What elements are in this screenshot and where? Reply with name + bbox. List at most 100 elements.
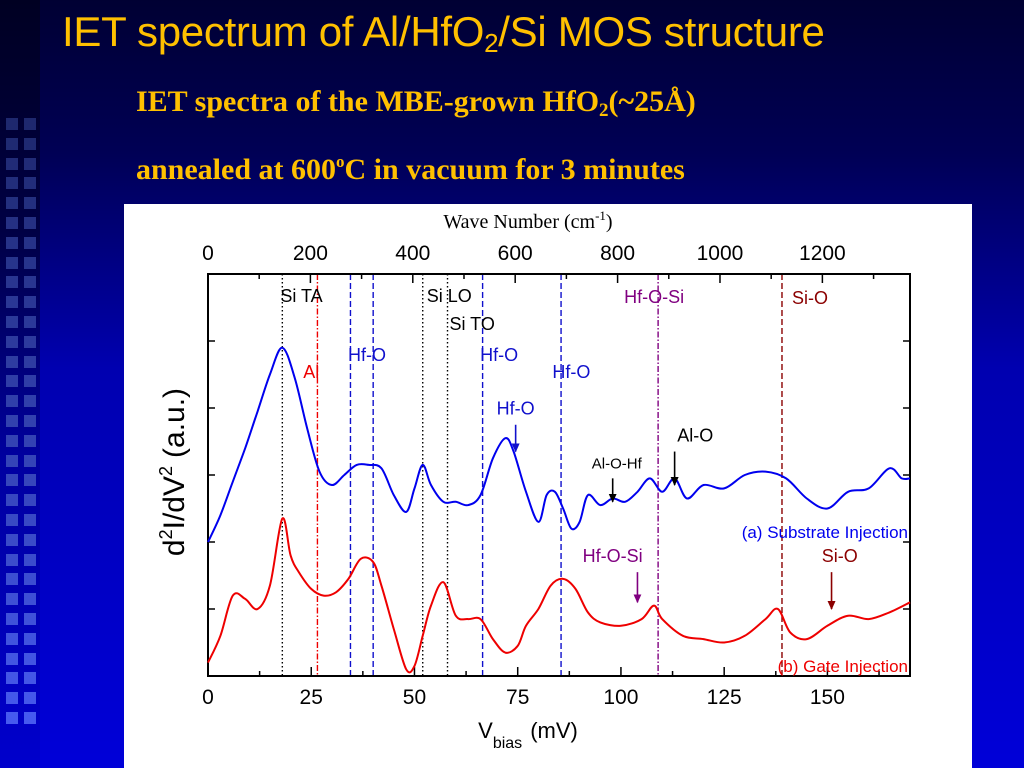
decorative-square bbox=[6, 316, 18, 328]
decorative-square bbox=[24, 256, 36, 269]
x-axis-title-text: V bbox=[478, 718, 493, 743]
decorative-square bbox=[6, 276, 18, 289]
decorative-square bbox=[24, 454, 36, 467]
decorative-square bbox=[24, 672, 36, 685]
decorative-square bbox=[6, 434, 18, 447]
decorative-square bbox=[24, 137, 36, 150]
decorative-square bbox=[24, 514, 36, 526]
decorative-square bbox=[6, 613, 18, 625]
decorative-square bbox=[24, 712, 36, 724]
title-text: IET spectrum of Al/HfO bbox=[62, 8, 485, 55]
reference-line-label: Si TA bbox=[280, 286, 322, 306]
reference-line-label: Si LO bbox=[427, 286, 472, 306]
title-subscript: 2 bbox=[484, 28, 499, 58]
decorative-square bbox=[24, 335, 36, 348]
peak-annotation-label: Al bbox=[303, 362, 319, 382]
reference-line-label: Si TO bbox=[450, 314, 495, 334]
subtitle-line-1-end: (~25Å) bbox=[608, 85, 696, 118]
peak-annotation-label: Hf-O-Si bbox=[583, 546, 643, 566]
y-axis-title-sup: 2 bbox=[156, 466, 176, 476]
peak-annotation-label: Hf-O bbox=[348, 345, 386, 365]
decorative-square bbox=[6, 712, 18, 724]
top-axis-title: Wave Number (cm-1) bbox=[443, 208, 612, 233]
decorative-square bbox=[6, 236, 18, 249]
decorative-square bbox=[6, 692, 18, 705]
subtitle-line-2-text: annealed at 600 bbox=[136, 153, 337, 186]
decorative-square bbox=[24, 276, 36, 289]
decorative-square bbox=[6, 593, 18, 606]
peak-annotation-label: Si-O bbox=[822, 546, 858, 566]
decorative-square bbox=[24, 593, 36, 606]
decorative-square bbox=[24, 316, 36, 328]
x-tick-label: 25 bbox=[300, 686, 323, 709]
y-axis-title-text: d bbox=[158, 539, 191, 556]
decorative-square bbox=[6, 256, 18, 269]
top-axis-title-sup: -1 bbox=[595, 208, 606, 223]
reference-line-label: Si-O bbox=[792, 288, 828, 308]
decorative-square bbox=[24, 118, 36, 130]
x-tick-label: 50 bbox=[403, 686, 426, 709]
slide-title: IET spectrum of Al/HfO2/Si MOS structure bbox=[62, 8, 825, 59]
decorative-square bbox=[24, 177, 36, 190]
decorative-square bbox=[24, 157, 36, 170]
decorative-square bbox=[24, 474, 36, 487]
decorative-square bbox=[24, 197, 36, 210]
top-tick-label: 200 bbox=[293, 242, 328, 265]
subtitle-line-1-subscript: 2 bbox=[599, 100, 609, 121]
top-tick-label: 600 bbox=[498, 242, 533, 265]
subtitle-line-2-end: C in vacuum for 3 minutes bbox=[344, 153, 685, 186]
decorative-square bbox=[6, 197, 18, 210]
series-label: (b) Gate Injection bbox=[778, 657, 908, 676]
x-axis-title: Vbias (mV) bbox=[478, 718, 578, 752]
subtitle-line-1: IET spectra of the MBE-grown HfO2(~25Å) bbox=[136, 76, 696, 136]
decorative-square bbox=[6, 672, 18, 685]
iet-spectrum-chart: 0 25 50 75 100 125 150 0 200 400 600 800 1000 1200 Wav… bbox=[156, 208, 911, 752]
decorative-square bbox=[6, 514, 18, 526]
decorative-square bbox=[24, 533, 36, 546]
top-tick-label: 1200 bbox=[799, 242, 846, 265]
decorative-square bbox=[6, 395, 18, 408]
gate-injection-line bbox=[207, 517, 911, 674]
decorative-square bbox=[24, 375, 36, 388]
x-tick-label: 100 bbox=[603, 686, 638, 709]
decorative-square bbox=[24, 415, 36, 427]
peak-annotation-label: Al-O bbox=[677, 426, 713, 446]
subtitle-line-1-text: IET spectra of the MBE-grown HfO bbox=[136, 85, 600, 118]
x-tick-label: 150 bbox=[810, 686, 845, 709]
decorative-square-strip bbox=[0, 0, 40, 768]
decorative-square bbox=[6, 355, 18, 368]
decorative-square bbox=[24, 632, 36, 645]
x-tick-label: 0 bbox=[202, 686, 214, 709]
decorative-square bbox=[24, 494, 36, 507]
y-axis-title-end: (a.u.) bbox=[158, 388, 191, 458]
subtitle-line-2-superscript: o bbox=[336, 152, 345, 171]
top-tick-label: 0 bbox=[202, 242, 214, 265]
decorative-square bbox=[24, 355, 36, 368]
slide-subtitle: IET spectra of the MBE-grown HfO2(~25Å) … bbox=[136, 76, 696, 195]
x-axis-title-sub: bias bbox=[493, 735, 522, 752]
chart-panel: 0 25 50 75 100 125 150 0 200 400 600 800 1000 1200 Wav… bbox=[124, 204, 972, 768]
decorative-square bbox=[24, 553, 36, 566]
y-axis-title-sup: 2 bbox=[156, 529, 176, 539]
x-axis-title-end: (mV) bbox=[530, 718, 578, 743]
decorative-square bbox=[24, 296, 36, 309]
decorative-square bbox=[24, 573, 36, 586]
decorative-square bbox=[6, 157, 18, 170]
decorative-square bbox=[6, 335, 18, 348]
peak-annotation-label: Hf-O bbox=[552, 362, 590, 382]
decorative-square bbox=[6, 217, 18, 229]
y-axis-title-mid: I/dV bbox=[158, 476, 191, 529]
plot-frame bbox=[207, 273, 911, 677]
series-label: (a) Substrate Injection bbox=[742, 523, 908, 542]
decorative-square bbox=[6, 375, 18, 388]
y-axis-title: d2I/dV2(a.u.) bbox=[156, 388, 191, 556]
decorative-square bbox=[6, 474, 18, 487]
decorative-square bbox=[6, 533, 18, 546]
decorative-square bbox=[24, 236, 36, 249]
title-text-end: /Si MOS structure bbox=[498, 8, 825, 55]
decorative-square bbox=[24, 434, 36, 447]
top-tick-label: 400 bbox=[395, 242, 430, 265]
substrate-injection-line bbox=[207, 346, 911, 543]
decorative-square bbox=[24, 613, 36, 625]
decorative-square bbox=[24, 652, 36, 665]
